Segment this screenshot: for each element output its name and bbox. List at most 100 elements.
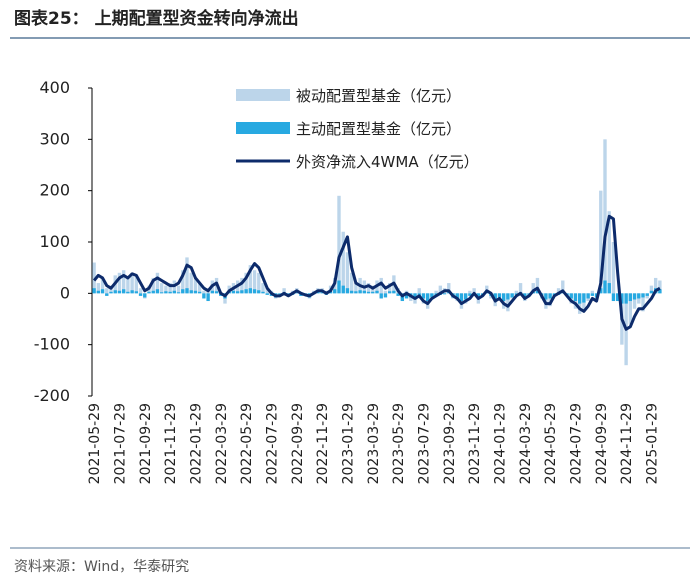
x-tick-label: 2025-01-29 <box>644 403 660 484</box>
bar <box>569 293 573 299</box>
bar <box>109 291 113 294</box>
bar <box>354 291 358 294</box>
bar <box>658 280 662 294</box>
bar <box>337 195 341 294</box>
bar <box>248 288 253 294</box>
x-tick-label: 2021-05-29 <box>87 403 103 484</box>
bar <box>257 290 261 294</box>
y-tick-label: 400 <box>39 78 70 97</box>
bar <box>134 275 139 294</box>
bar <box>510 293 514 298</box>
bar <box>556 288 561 294</box>
bar <box>425 293 430 302</box>
bar <box>320 292 324 294</box>
x-tick-label: 2021-07-29 <box>112 403 128 484</box>
bar <box>92 262 96 294</box>
bar <box>168 283 172 294</box>
bar <box>548 293 552 299</box>
bar <box>497 293 502 298</box>
x-tick-label: 2023-11-29 <box>467 403 483 484</box>
bar <box>155 289 160 294</box>
x-tick-label: 2021-11-29 <box>163 403 179 484</box>
bar <box>358 290 362 294</box>
x-tick-label: 2023-01-29 <box>340 403 356 484</box>
bar <box>611 293 616 302</box>
bar <box>468 293 472 296</box>
bar <box>615 293 620 302</box>
bar <box>632 293 637 309</box>
y-tick-label: -200 <box>34 386 70 405</box>
bar <box>366 283 371 294</box>
bar <box>459 293 464 302</box>
bar <box>523 293 527 298</box>
bar <box>582 293 586 303</box>
x-tick-label: 2024-03-29 <box>518 403 534 484</box>
bar <box>607 211 611 294</box>
bar <box>265 288 269 294</box>
bar <box>611 242 616 294</box>
bar <box>147 291 151 294</box>
x-tick-label: 2024-07-29 <box>568 403 584 484</box>
bar <box>345 288 350 294</box>
bar <box>506 293 510 312</box>
bar <box>455 293 459 299</box>
y-tick-label: -100 <box>34 335 70 354</box>
bar <box>624 293 628 304</box>
y-tick-label: 200 <box>39 181 70 200</box>
bar <box>176 285 181 294</box>
x-tick-label: 2024-05-29 <box>543 403 559 484</box>
bar <box>193 277 198 294</box>
bar <box>96 290 101 294</box>
x-tick-label: 2022-09-29 <box>290 403 306 484</box>
bar <box>628 293 633 325</box>
bar <box>447 283 451 294</box>
bar <box>197 291 202 294</box>
bar <box>151 290 155 294</box>
line <box>92 214 661 331</box>
bar <box>468 290 472 294</box>
bar <box>189 272 193 294</box>
bar <box>632 293 637 300</box>
bar <box>535 290 540 294</box>
bar <box>341 285 345 294</box>
bar <box>206 293 210 302</box>
bar <box>92 288 96 294</box>
bar <box>417 288 421 294</box>
bar <box>257 272 261 294</box>
x-tick-label: 2024-01-29 <box>492 403 508 484</box>
x-tick-label: 2023-05-29 <box>391 403 407 484</box>
bar <box>159 283 164 294</box>
bar <box>349 290 354 294</box>
bar <box>653 277 658 294</box>
bar <box>176 292 181 294</box>
bar <box>561 280 565 294</box>
bar <box>126 277 130 294</box>
bar <box>100 277 105 294</box>
bar <box>404 293 409 299</box>
bar <box>430 293 434 298</box>
bar <box>164 285 168 294</box>
bar <box>379 293 383 299</box>
bar <box>501 293 506 302</box>
legend-label: 被动配置型基金（亿元） <box>296 87 461 105</box>
bar <box>105 288 109 294</box>
bar <box>628 293 633 302</box>
bar <box>590 290 595 294</box>
x-tick-label: 2022-11-29 <box>315 403 331 484</box>
bar <box>383 290 388 294</box>
bar <box>434 290 438 294</box>
bar <box>548 293 552 307</box>
bar <box>185 288 189 294</box>
bar <box>295 292 299 294</box>
bar <box>151 277 155 294</box>
bar <box>164 291 168 294</box>
bar <box>126 291 130 294</box>
bar <box>278 293 282 295</box>
legend-swatch <box>236 89 290 101</box>
bar <box>641 293 645 298</box>
bar <box>261 283 265 294</box>
bar <box>105 293 109 296</box>
bar <box>193 290 198 294</box>
bar <box>117 290 122 294</box>
